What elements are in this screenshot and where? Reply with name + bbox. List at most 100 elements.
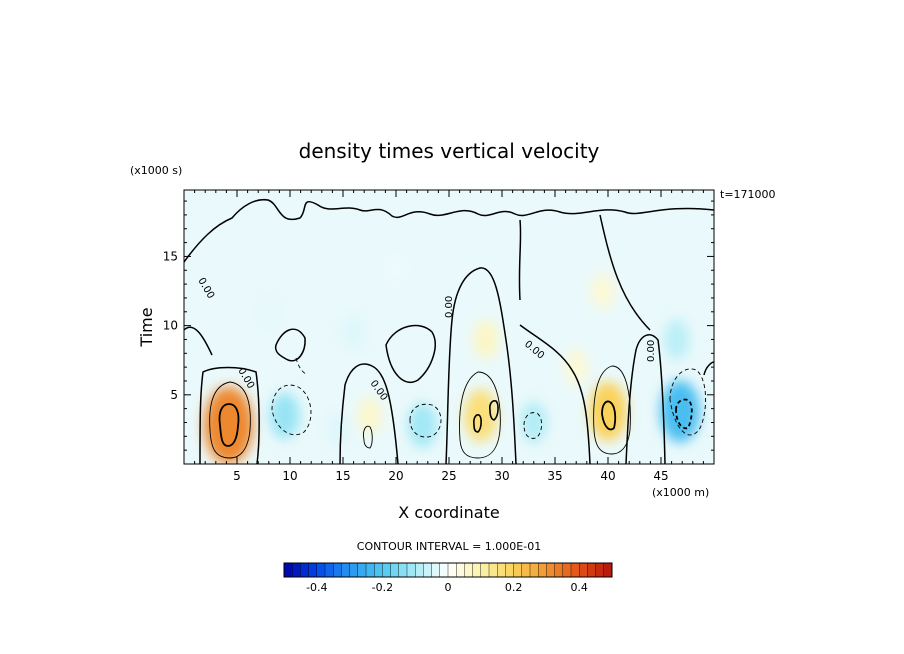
negative-contour-6: [295, 357, 307, 375]
zero-contour-9: [519, 324, 591, 464]
heatmap-cell-13: [342, 315, 365, 350]
colorbar-swatch: [292, 562, 301, 578]
contour-label-6: 0.00: [646, 340, 657, 362]
colorbar-swatch: [447, 562, 457, 578]
negative-contour-2: [409, 403, 442, 438]
positive-contour-8: [363, 425, 373, 449]
zero-contour-8: [518, 219, 522, 301]
colorbar-swatch: [439, 562, 449, 578]
colorbar-swatch: [357, 562, 367, 578]
x-tick-label: 10: [282, 469, 297, 483]
colorbar-swatch: [587, 562, 597, 578]
heatmap-cell-11: [660, 380, 700, 443]
colorbar-swatch: [415, 562, 424, 578]
y-unit-label: (x1000 s): [130, 164, 182, 177]
colorbar-tick-label: 0.2: [505, 581, 523, 594]
heatmap-cell-15: [258, 295, 280, 329]
heatmap-cell-10: [591, 273, 615, 309]
colorbar-swatch: [570, 562, 580, 578]
heatmap-cell-0: [203, 386, 254, 464]
plot-area: 0.00 0.00 0.00 0.00 0.00 0.00 5 10 15 20 25 3…: [163, 189, 715, 483]
colorbar-swatch: [349, 562, 359, 578]
colorbar-swatch: [283, 562, 293, 578]
zero-contour-3: [184, 326, 213, 356]
colorbar-swatch: [390, 562, 400, 578]
positive-contour-5: [489, 400, 499, 421]
x-tick-label: 35: [547, 469, 562, 483]
positive-contour-3: [459, 371, 501, 459]
y-tick-label: 5: [170, 388, 178, 402]
positive-contour-1: [209, 381, 251, 459]
y-tick-label: 15: [163, 249, 178, 263]
colorbar-swatch: [316, 562, 326, 578]
colorbar-tick-label: 0: [445, 581, 452, 594]
zero-contour-11: [599, 214, 651, 331]
y-axis-label: Time: [137, 307, 156, 347]
colorbar-swatch: [472, 562, 482, 578]
colorbar-tick-label: -0.2: [372, 581, 393, 594]
colorbar-swatch: [521, 562, 531, 578]
colorbar-swatch: [529, 562, 539, 578]
positive-contour-2: [218, 403, 240, 447]
positive-contour-7: [601, 400, 617, 431]
colorbar-swatch: [554, 562, 564, 578]
x-tick-label: 5: [233, 469, 241, 483]
heatmap-cell-6: [473, 320, 499, 359]
x-tick-label: 30: [494, 469, 509, 483]
x-tick-label: 40: [600, 469, 615, 483]
colorbar-tick-label: 0.4: [570, 581, 588, 594]
time-stamp-label: t=171000: [720, 188, 776, 201]
x-axis-label: X coordinate: [398, 503, 499, 522]
negative-contour-3: [523, 412, 543, 439]
zero-contour-12: [703, 361, 714, 376]
zero-contour-1: [184, 198, 714, 263]
zero-contour-5: [339, 363, 399, 464]
colorbar-swatch: [538, 562, 547, 578]
zero-contour-6: [385, 324, 436, 384]
x-tick-label: 25: [441, 469, 456, 483]
colorbar-swatch: [423, 562, 433, 578]
colorbar-swatch: [579, 562, 588, 578]
heatmap-cell-4: [408, 402, 437, 448]
colorbar-swatch: [300, 562, 310, 578]
y-tick-label: 10: [163, 319, 178, 333]
colorbar-tick-labels: -0.4 -0.2 0 0.2 0.4: [306, 581, 588, 594]
positive-contour-6: [593, 365, 631, 455]
negative-contour-1: [271, 384, 312, 436]
colorbar: [283, 562, 613, 578]
heatmap-cell-1: [269, 392, 300, 439]
colorbar-swatch: [497, 562, 506, 578]
heatmap-cell-8: [564, 349, 588, 385]
contour-lines: [184, 198, 714, 464]
zero-contour-2: [199, 366, 260, 464]
negative-contour-4: [669, 368, 707, 436]
heatmap-cell-9: [589, 382, 627, 441]
contour-label-4: 0.00: [444, 296, 455, 318]
colorbar-swatch: [382, 562, 392, 578]
positive-contour-4: [473, 414, 482, 433]
colorbar-swatch: [488, 562, 498, 578]
colorbar-frame: [283, 562, 613, 578]
heatmap-cell-2: [326, 412, 349, 447]
colorbar-swatch: [595, 562, 605, 578]
zero-contour-10: [625, 334, 666, 464]
x-unit-label: (x1000 m): [652, 486, 709, 499]
zero-contour-7: [445, 267, 517, 464]
colorbar-swatch: [546, 562, 556, 578]
chart-title: density times vertical velocity: [299, 139, 600, 163]
heatmap-cell-12: [663, 319, 690, 360]
zero-contour-4: [274, 328, 306, 362]
heatmap-cell-7: [520, 401, 548, 444]
colorbar-swatch: [374, 562, 383, 578]
colorbar-swatch: [365, 562, 375, 578]
colorbar-swatch: [341, 562, 351, 578]
colorbar-swatch: [431, 562, 441, 578]
y-axis-ticks: 5 10 15: [163, 249, 714, 402]
minor-ticks: [184, 190, 714, 464]
colorbar-tick-label: -0.4: [306, 581, 327, 594]
colorbar-swatch: [513, 562, 523, 578]
contour-interval-label: CONTOUR INTERVAL = 1.000E-01: [357, 540, 541, 553]
colorbar-swatch: [398, 562, 408, 578]
heatmap-cells: [203, 254, 700, 464]
heatmap-cell-14: [386, 254, 406, 286]
